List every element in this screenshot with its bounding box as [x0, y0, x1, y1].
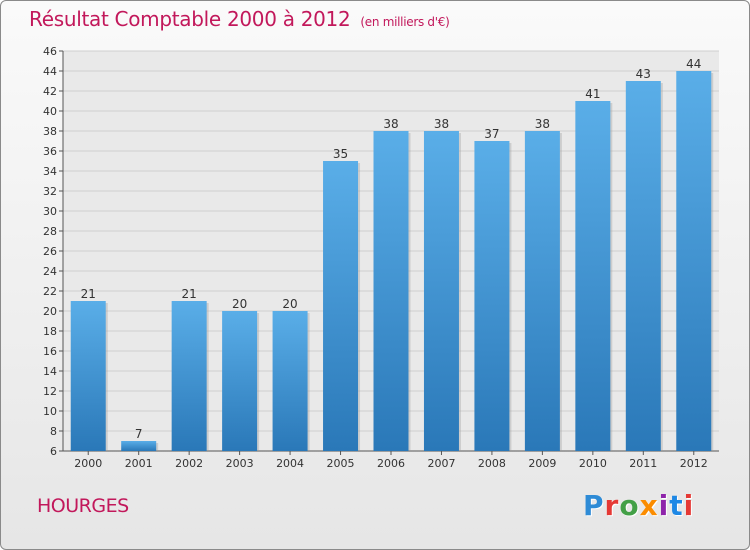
bar-value-label: 38 [383, 117, 398, 131]
y-tick-label: 42 [43, 85, 57, 98]
y-tick-label: 16 [43, 345, 57, 358]
x-tick-label: 2006 [377, 457, 405, 470]
bar [625, 81, 661, 451]
y-tick-label: 34 [43, 165, 57, 178]
bar-value-label: 7 [135, 427, 143, 441]
logo-letter: i [683, 489, 695, 522]
y-tick-label: 18 [43, 325, 57, 338]
y-tick-label: 26 [43, 245, 57, 258]
x-tick-label: 2012 [680, 457, 708, 470]
proxiti-logo: Proxiti [583, 489, 694, 522]
y-tick-label: 44 [43, 65, 57, 78]
logo-letter: i [658, 489, 670, 522]
x-tick-label: 2000 [74, 457, 102, 470]
bar-value-label: 35 [333, 147, 348, 161]
y-tick-label: 20 [43, 305, 57, 318]
bar [524, 131, 560, 451]
y-tick-label: 36 [43, 145, 57, 158]
x-tick-label: 2005 [327, 457, 355, 470]
bar-value-label: 44 [686, 57, 701, 71]
bar-value-label: 38 [535, 117, 550, 131]
labels: 21 2000 7 2001 21 2002 20 2003 20 2004 35 2005 38 200… [74, 57, 708, 470]
bar-value-label: 38 [434, 117, 449, 131]
bar-value-label: 20 [282, 297, 297, 311]
y-tick-label: 22 [43, 285, 57, 298]
y-tick-label: 28 [43, 225, 57, 238]
bar [423, 131, 459, 451]
bar-value-label: 21 [182, 287, 197, 301]
bar [272, 311, 308, 451]
bar [70, 301, 106, 451]
logo-letter: P [583, 489, 605, 522]
x-tick-label: 2010 [579, 457, 607, 470]
y-tick-label: 38 [43, 125, 57, 138]
bar [676, 71, 712, 451]
y-tick-label: 40 [43, 105, 57, 118]
y-tick-label: 12 [43, 385, 57, 398]
bar [373, 131, 409, 451]
y-tick-label: 10 [43, 405, 57, 418]
chart-title: Résultat Comptable 2000 à 2012 (en millie… [29, 7, 450, 31]
x-tick-label: 2001 [125, 457, 153, 470]
x-tick-label: 2011 [629, 457, 657, 470]
y-tick-label: 6 [50, 445, 57, 458]
x-tick-label: 2009 [528, 457, 556, 470]
bar-value-label: 37 [484, 127, 499, 141]
bar [222, 311, 258, 451]
y-tick-label: 30 [43, 205, 57, 218]
chart-subtitle: (en milliers d'€) [360, 15, 450, 29]
bar-value-label: 41 [585, 87, 600, 101]
bar-value-label: 43 [636, 67, 651, 81]
bar [171, 301, 207, 451]
x-tick-label: 2003 [226, 457, 254, 470]
logo-letter: t [669, 489, 684, 522]
bar [575, 101, 611, 451]
bars [70, 71, 714, 451]
bar-value-label: 20 [232, 297, 247, 311]
bar [323, 161, 359, 451]
x-tick-label: 2007 [427, 457, 455, 470]
x-tick-label: 2004 [276, 457, 304, 470]
x-tick-label: 2008 [478, 457, 506, 470]
logo-letter: o [619, 489, 640, 522]
chart-title-text: Résultat Comptable 2000 à 2012 [29, 7, 351, 31]
y-tick-label: 8 [50, 425, 57, 438]
bar [474, 141, 510, 451]
bar [121, 441, 157, 451]
y-tick-label: 14 [43, 365, 57, 378]
y-tick-label: 32 [43, 185, 57, 198]
town-name: HOURGES [37, 495, 129, 517]
x-tick-label: 2002 [175, 457, 203, 470]
bar-value-label: 21 [81, 287, 96, 301]
logo-letter: x [639, 489, 659, 522]
y-tick-label: 46 [43, 45, 57, 58]
y-tick-label: 24 [43, 265, 57, 278]
logo-letter: r [604, 489, 620, 522]
